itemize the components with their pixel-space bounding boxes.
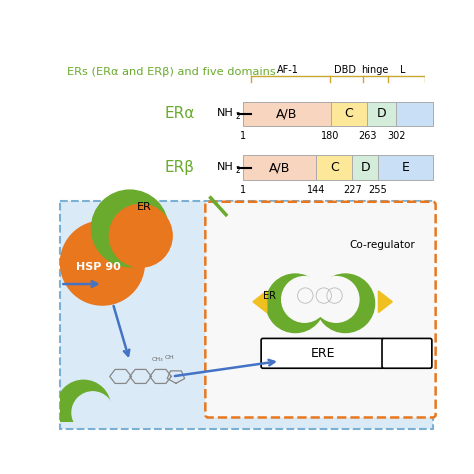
Text: 227: 227 <box>343 185 362 195</box>
Text: 2: 2 <box>235 112 240 121</box>
Circle shape <box>91 190 168 267</box>
Text: Co-regulator: Co-regulator <box>349 240 415 250</box>
Text: E: E <box>401 161 409 174</box>
Text: C: C <box>330 161 338 174</box>
Text: NH: NH <box>217 108 234 118</box>
Text: OH: OH <box>164 356 174 361</box>
Text: NH: NH <box>217 162 234 172</box>
Text: 1: 1 <box>240 185 246 195</box>
Text: HSP 90: HSP 90 <box>76 262 121 272</box>
Circle shape <box>56 380 110 434</box>
FancyBboxPatch shape <box>243 101 330 126</box>
FancyBboxPatch shape <box>243 155 316 180</box>
Text: 255: 255 <box>369 185 387 195</box>
FancyBboxPatch shape <box>330 101 367 126</box>
Text: C: C <box>345 107 353 120</box>
Text: ERs (ERα and ERβ) and five domains: ERs (ERα and ERβ) and five domains <box>66 67 275 77</box>
FancyBboxPatch shape <box>378 155 433 180</box>
Text: 2: 2 <box>235 166 240 175</box>
Text: 302: 302 <box>387 131 405 141</box>
Text: 1: 1 <box>240 131 246 141</box>
FancyBboxPatch shape <box>382 338 432 368</box>
Text: D: D <box>360 161 370 174</box>
Text: DBD: DBD <box>334 64 356 74</box>
Text: L: L <box>401 64 406 74</box>
Text: ER: ER <box>264 291 276 301</box>
Text: A/B: A/B <box>276 107 297 120</box>
Text: 180: 180 <box>321 131 340 141</box>
FancyBboxPatch shape <box>352 155 378 180</box>
Text: D: D <box>377 107 386 120</box>
Text: ERβ: ERβ <box>165 160 195 175</box>
FancyBboxPatch shape <box>367 101 396 126</box>
Circle shape <box>282 277 328 322</box>
Text: 144: 144 <box>307 185 325 195</box>
FancyBboxPatch shape <box>261 338 384 368</box>
FancyBboxPatch shape <box>396 101 433 126</box>
FancyBboxPatch shape <box>316 155 352 180</box>
Circle shape <box>72 392 114 433</box>
Text: hinge: hinge <box>361 64 388 74</box>
Text: AF-1: AF-1 <box>277 64 299 74</box>
Text: ERE: ERE <box>310 347 335 360</box>
Text: CH₃: CH₃ <box>151 357 163 362</box>
FancyArrow shape <box>378 291 392 312</box>
Text: ERα: ERα <box>164 106 195 121</box>
Text: A/B: A/B <box>269 161 290 174</box>
Circle shape <box>313 277 359 322</box>
Circle shape <box>109 204 172 267</box>
FancyBboxPatch shape <box>205 202 436 418</box>
Circle shape <box>266 274 325 333</box>
Circle shape <box>316 274 374 333</box>
Text: ER: ER <box>137 201 152 211</box>
Circle shape <box>61 221 145 305</box>
Text: 263: 263 <box>358 131 376 141</box>
FancyArrow shape <box>253 291 267 312</box>
FancyBboxPatch shape <box>61 201 433 429</box>
